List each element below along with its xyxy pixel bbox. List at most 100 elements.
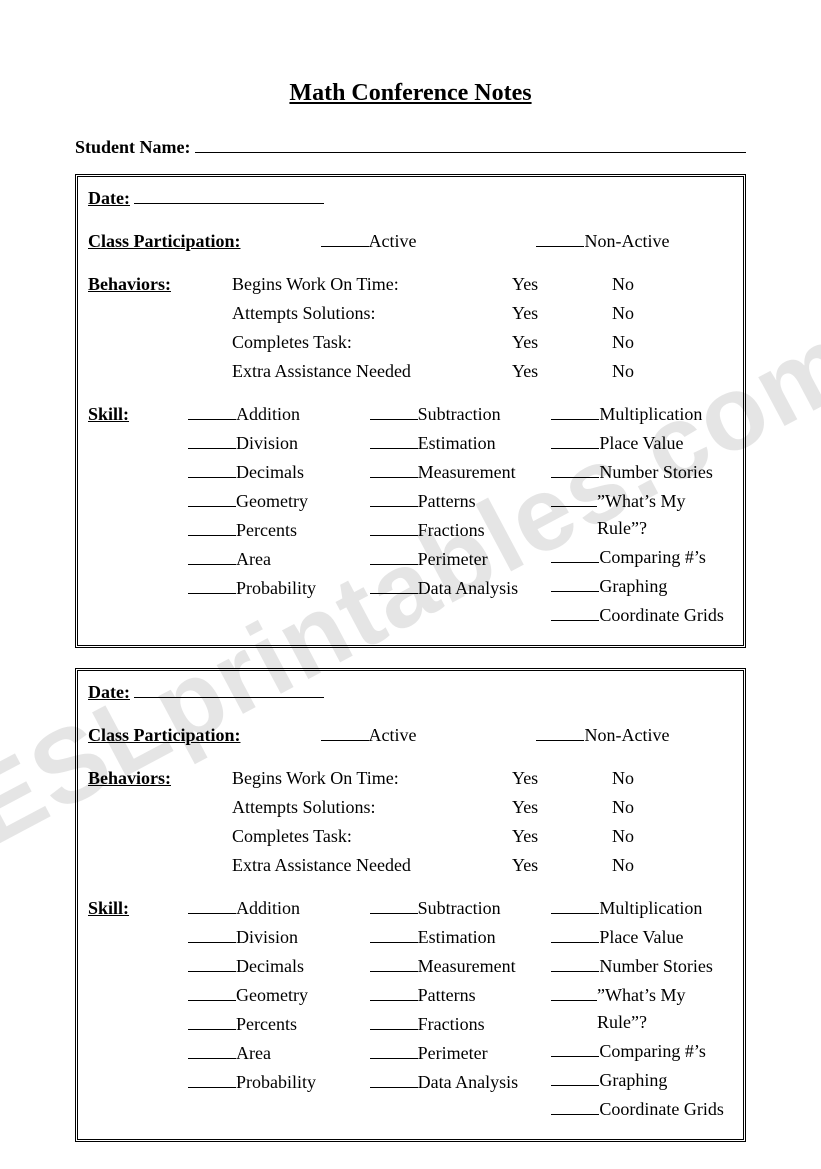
skill-line[interactable] <box>370 954 418 972</box>
skill-text: Patterns <box>418 488 476 515</box>
skill-text: Graphing <box>599 573 667 600</box>
skill-text: Estimation <box>418 924 496 951</box>
skill-line[interactable] <box>188 983 236 1001</box>
skill-text: Multiplication <box>599 895 702 922</box>
skill-line[interactable] <box>188 460 236 478</box>
skill-line[interactable] <box>370 983 418 1001</box>
behavior-no[interactable]: No <box>612 329 672 356</box>
behavior-row: Completes Task: Yes No <box>88 823 733 850</box>
behavior-row: Behaviors: Begins Work On Time: Yes No <box>88 765 733 792</box>
cp-active-line[interactable] <box>321 229 369 247</box>
skill-line[interactable] <box>188 954 236 972</box>
skill-text: Perimeter <box>418 1040 488 1067</box>
skill-line[interactable] <box>188 1041 236 1059</box>
skill-line[interactable] <box>370 518 418 536</box>
behavior-text: Completes Task: <box>232 823 512 850</box>
skill-text: Division <box>236 924 298 951</box>
behavior-yes[interactable]: Yes <box>512 358 612 385</box>
behavior-no[interactable]: No <box>612 271 672 298</box>
behavior-no[interactable]: No <box>612 300 672 327</box>
skill-line[interactable] <box>370 489 418 507</box>
skill-line[interactable] <box>551 896 599 914</box>
skill-line[interactable] <box>370 402 418 420</box>
skill-text: Addition <box>236 895 300 922</box>
student-name-label: Student Name: <box>75 137 191 158</box>
behavior-row: Attempts Solutions: Yes No <box>88 300 733 327</box>
skills-block: Skill: Addition Division Decimals Geomet… <box>88 401 733 631</box>
behavior-yes[interactable]: Yes <box>512 794 612 821</box>
skill-line[interactable] <box>551 545 599 563</box>
skill-text: Data Analysis <box>418 1069 519 1096</box>
skill-line[interactable] <box>188 896 236 914</box>
skill-line[interactable] <box>188 431 236 449</box>
skill-line[interactable] <box>551 431 599 449</box>
skill-line[interactable] <box>370 431 418 449</box>
behavior-row: Extra Assistance Needed Yes No <box>88 852 733 879</box>
skill-line[interactable] <box>370 460 418 478</box>
behavior-text: Extra Assistance Needed <box>232 852 512 879</box>
student-name-line[interactable] <box>195 135 747 153</box>
skill-line[interactable] <box>551 489 597 507</box>
behavior-row: Extra Assistance Needed Yes No <box>88 358 733 385</box>
behaviors-block: Behaviors: Begins Work On Time: Yes No A… <box>88 765 733 879</box>
skill-text: Comparing #’s <box>599 1038 706 1065</box>
behavior-yes[interactable]: Yes <box>512 300 612 327</box>
cp-active-text: Active <box>369 228 417 255</box>
skill-line[interactable] <box>370 1041 418 1059</box>
skill-text: Measurement <box>418 459 516 486</box>
behavior-yes[interactable]: Yes <box>512 329 612 356</box>
skill-line[interactable] <box>370 547 418 565</box>
skill-line[interactable] <box>551 954 599 972</box>
behavior-no[interactable]: No <box>612 358 672 385</box>
entry-box-2: Date: Class Participation: Active Non-Ac… <box>75 668 746 1142</box>
behavior-yes[interactable]: Yes <box>512 823 612 850</box>
skill-line[interactable] <box>551 983 597 1001</box>
behavior-yes[interactable]: Yes <box>512 765 612 792</box>
skill-line[interactable] <box>551 1039 599 1057</box>
skill-line[interactable] <box>188 1012 236 1030</box>
behavior-row: Attempts Solutions: Yes No <box>88 794 733 821</box>
entry-box-1: Date: Class Participation: Active Non-Ac… <box>75 174 746 648</box>
date-line[interactable] <box>134 186 324 204</box>
cp-active-line[interactable] <box>321 723 369 741</box>
cp-label: Class Participation: <box>88 722 241 749</box>
behavior-no[interactable]: No <box>612 852 672 879</box>
skill-line[interactable] <box>551 1097 599 1115</box>
skill-line[interactable] <box>551 574 599 592</box>
skill-line[interactable] <box>188 925 236 943</box>
date-line[interactable] <box>134 680 324 698</box>
skill-line[interactable] <box>551 402 599 420</box>
skill-text: Coordinate Grids <box>599 1096 723 1123</box>
skill-line[interactable] <box>370 1070 418 1088</box>
page-title: Math Conference Notes <box>75 80 746 107</box>
skill-line[interactable] <box>188 547 236 565</box>
skill-line[interactable] <box>370 576 418 594</box>
skill-label: Skill: <box>88 401 188 631</box>
behavior-yes[interactable]: Yes <box>512 852 612 879</box>
skill-line[interactable] <box>551 1068 599 1086</box>
skill-line[interactable] <box>551 460 599 478</box>
skill-line[interactable] <box>551 603 599 621</box>
skill-line[interactable] <box>370 925 418 943</box>
cp-nonactive-text: Non-Active <box>584 228 669 255</box>
skill-text: Percents <box>236 517 297 544</box>
skill-line[interactable] <box>370 1012 418 1030</box>
skill-label: Skill: <box>88 895 188 1125</box>
skill-line[interactable] <box>551 925 599 943</box>
behavior-yes[interactable]: Yes <box>512 271 612 298</box>
behavior-no[interactable]: No <box>612 823 672 850</box>
skill-line[interactable] <box>188 402 236 420</box>
cp-nonactive-line[interactable] <box>536 229 584 247</box>
skill-text: Area <box>236 546 271 573</box>
skill-line[interactable] <box>370 896 418 914</box>
behavior-no[interactable]: No <box>612 794 672 821</box>
skill-line[interactable] <box>188 576 236 594</box>
behavior-text: Attempts Solutions: <box>232 300 512 327</box>
behavior-no[interactable]: No <box>612 765 672 792</box>
skill-line[interactable] <box>188 489 236 507</box>
skill-line[interactable] <box>188 1070 236 1088</box>
cp-nonactive-line[interactable] <box>536 723 584 741</box>
skill-line[interactable] <box>188 518 236 536</box>
skill-text: Subtraction <box>418 895 501 922</box>
skill-text: Geometry <box>236 488 308 515</box>
